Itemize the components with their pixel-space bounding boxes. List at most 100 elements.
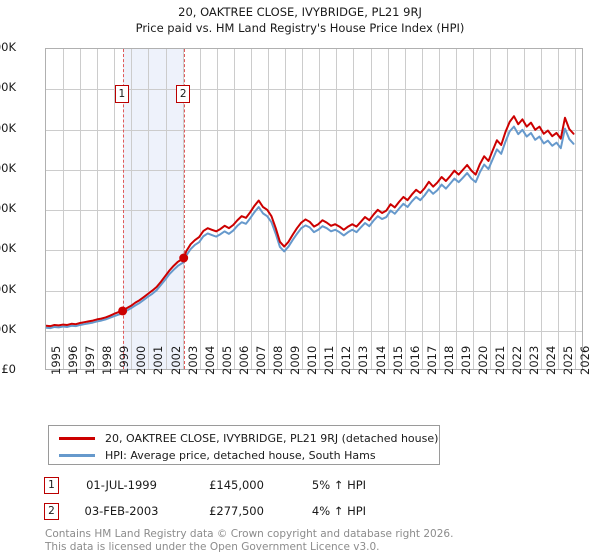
gridline-horizontal xyxy=(46,250,582,251)
gridline-horizontal xyxy=(46,291,582,292)
ownership-period-band xyxy=(122,49,185,369)
y-axis-tick-label: £100K xyxy=(0,321,16,336)
gridline-vertical xyxy=(268,49,269,369)
gridline-vertical xyxy=(507,49,508,369)
gridline-vertical xyxy=(319,49,320,369)
x-axis-tick-label: 2000 xyxy=(134,345,149,375)
x-axis-tick-label: 2019 xyxy=(458,345,473,375)
x-axis-tick-label: 2002 xyxy=(168,345,183,375)
gridline-vertical xyxy=(439,49,440,369)
x-axis-tick-label: 2022 xyxy=(510,345,525,375)
x-axis-tick-label: 2025 xyxy=(561,345,576,375)
x-axis-tick-label: 2007 xyxy=(253,345,268,375)
gridline-vertical xyxy=(114,49,115,369)
gridline-vertical xyxy=(490,49,491,369)
series-lines xyxy=(46,115,575,330)
gridline-vertical xyxy=(422,49,423,369)
x-axis-tick-label: 2020 xyxy=(475,345,490,375)
gridline-vertical xyxy=(166,49,167,369)
legend-item: 20, OAKTREE CLOSE, IVYBRIDGE, PL21 9RJ (… xyxy=(55,430,439,447)
x-axis-tick-label: 2001 xyxy=(151,345,166,375)
y-axis-tick-label: £500K xyxy=(0,160,16,175)
gridline-vertical xyxy=(456,49,457,369)
x-axis-tick-label: 1998 xyxy=(100,345,115,375)
y-axis-tick-label: £600K xyxy=(0,120,16,135)
x-axis-tick-label: 1997 xyxy=(83,345,98,375)
x-axis-tick-label: 2010 xyxy=(305,345,320,375)
footer-line-1: Contains HM Land Registry data © Crown c… xyxy=(45,528,454,540)
gridline-horizontal xyxy=(46,89,582,90)
x-axis-tick-label: 2008 xyxy=(271,345,286,375)
x-axis-tick-label: 2024 xyxy=(544,345,559,375)
gridline-vertical xyxy=(285,49,286,369)
table-row[interactable]: 2 03-FEB-2003 £277,500 4% ↑ HPI xyxy=(44,498,464,524)
gridline-vertical xyxy=(131,49,132,369)
x-axis-tick-label: 2011 xyxy=(322,345,337,375)
y-axis-tick-label: £200K xyxy=(0,281,16,296)
x-axis-tick-label: 2004 xyxy=(202,345,217,375)
series-line xyxy=(46,125,575,330)
y-axis-tick-label: £700K xyxy=(0,80,16,95)
x-axis-tick-label: 2016 xyxy=(407,345,422,375)
transaction-index-badge: 1 xyxy=(44,476,59,494)
x-axis-tick-label: 2017 xyxy=(424,345,439,375)
x-axis-tick-label: 1995 xyxy=(49,345,63,375)
gridline-vertical xyxy=(200,49,201,369)
chart-legend: 20, OAKTREE CLOSE, IVYBRIDGE, PL21 9RJ (… xyxy=(48,425,440,465)
gridline-vertical xyxy=(353,49,354,369)
transaction-index-badge: 2 xyxy=(44,502,59,520)
x-axis-tick-label: 2013 xyxy=(356,345,371,375)
gridline-vertical xyxy=(541,49,542,369)
gridline-horizontal xyxy=(46,170,582,171)
gridline-vertical xyxy=(217,49,218,369)
event-line-1 xyxy=(122,49,124,369)
x-axis-tick-label: 2026 xyxy=(578,345,593,375)
gridline-vertical xyxy=(336,49,337,369)
y-axis-tick-label: £400K xyxy=(0,201,16,215)
footer-attribution: Contains HM Land Registry data © Crown c… xyxy=(45,528,565,553)
chart-marker-1[interactable]: 1 xyxy=(114,85,129,103)
transaction-hpi-delta: 4% ↑ HPI xyxy=(311,504,367,518)
page-subtitle: Price paid vs. HM Land Registry's House … xyxy=(135,21,465,35)
x-axis-tick-label: 1999 xyxy=(117,345,132,375)
transaction-hpi-delta: 5% ↑ HPI xyxy=(311,478,367,492)
gridline-vertical xyxy=(148,49,149,369)
legend-item: HPI: Average price, detached house, Sout… xyxy=(55,447,439,464)
legend-color-swatch xyxy=(59,437,95,440)
event-line-2 xyxy=(184,49,186,369)
x-axis-tick-label: 2023 xyxy=(527,345,542,375)
transaction-date: 01-JUL-1999 xyxy=(86,478,157,492)
chart-marker-2[interactable]: 2 xyxy=(176,85,191,103)
transaction-table: 1 01-JUL-1999 £145,000 5% ↑ HPI 2 03-FEB-2003… xyxy=(44,472,464,524)
gridline-vertical xyxy=(371,49,372,369)
gridline-vertical xyxy=(302,49,303,369)
page-title: 20, OAKTREE CLOSE, IVYBRIDGE, PL21 9RJ xyxy=(178,5,422,19)
x-axis-tick-label: 2003 xyxy=(185,345,200,375)
transaction-price: £277,500 xyxy=(209,504,264,518)
gridline-vertical xyxy=(405,49,406,369)
x-axis-tick-label: 2009 xyxy=(288,345,303,375)
transaction-date: 03-FEB-2003 xyxy=(84,504,159,518)
gridline-vertical xyxy=(558,49,559,369)
chart-title-block: 20, OAKTREE CLOSE, IVYBRIDGE, PL21 9RJ P… xyxy=(0,0,600,36)
gridline-vertical xyxy=(63,49,64,369)
footer-line-2: This data is licensed under the Open Gov… xyxy=(45,540,380,553)
x-axis-tick-label: 1996 xyxy=(66,345,81,375)
gridline-vertical xyxy=(97,49,98,369)
x-axis-tick-label: 2014 xyxy=(373,345,388,375)
x-axis-tick-label: 2018 xyxy=(441,345,456,375)
transaction-price: £145,000 xyxy=(209,478,264,492)
y-axis-tick-label: £0 xyxy=(1,362,16,376)
series-line xyxy=(46,115,575,328)
table-row[interactable]: 1 01-JUL-1999 £145,000 5% ↑ HPI xyxy=(44,472,464,498)
gridline-vertical xyxy=(234,49,235,369)
legend-label: 20, OAKTREE CLOSE, IVYBRIDGE, PL21 9RJ (… xyxy=(105,432,439,445)
x-axis-tick-label: 2012 xyxy=(339,345,354,375)
chart-plot-area xyxy=(45,48,583,370)
gridline-vertical xyxy=(524,49,525,369)
transaction-point-2[interactable] xyxy=(179,253,189,263)
transaction-point-1[interactable] xyxy=(118,306,128,316)
y-axis-tick-label: £800K xyxy=(0,40,16,54)
x-axis-tick-label: 2005 xyxy=(219,345,234,375)
x-axis-tick-label: 2006 xyxy=(236,345,251,375)
